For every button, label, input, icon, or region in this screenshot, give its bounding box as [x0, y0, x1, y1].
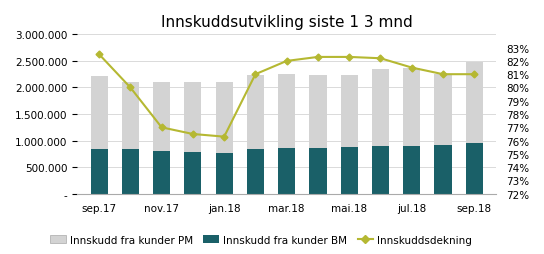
Bar	[372, 70, 389, 147]
Bar	[341, 75, 358, 147]
Innskuddsdekning	[314, 56, 321, 59]
Innskuddsdekning	[409, 67, 415, 70]
Bar	[90, 150, 108, 194]
Bar	[153, 82, 170, 152]
Bar	[90, 76, 108, 150]
Innskuddsdekning	[471, 73, 478, 76]
Innskuddsdekning	[190, 133, 196, 136]
Bar	[153, 152, 170, 194]
Innskuddsdekning	[252, 73, 259, 76]
Innskuddsdekning	[221, 136, 227, 139]
Innskuddsdekning	[346, 56, 353, 59]
Bar	[466, 63, 483, 144]
Bar	[184, 152, 201, 194]
Bar	[403, 146, 421, 194]
Bar	[403, 69, 421, 146]
Bar	[247, 75, 264, 149]
Bar	[122, 150, 139, 194]
Bar	[466, 144, 483, 194]
Bar	[215, 154, 233, 194]
Innskuddsdekning	[283, 60, 290, 63]
Title: Innskuddsutvikling siste 1 3 mnd: Innskuddsutvikling siste 1 3 mnd	[161, 15, 412, 30]
Innskuddsdekning	[377, 57, 384, 60]
Bar	[247, 149, 264, 194]
Bar	[435, 74, 452, 146]
Bar	[341, 147, 358, 194]
Bar	[278, 74, 295, 148]
Innskuddsdekning	[440, 73, 446, 76]
Line: Innskuddsdekning: Innskuddsdekning	[97, 53, 477, 139]
Bar	[372, 147, 389, 194]
Bar	[435, 146, 452, 194]
Innskuddsdekning	[158, 126, 165, 129]
Bar	[122, 83, 139, 150]
Bar	[310, 148, 326, 194]
Innskuddsdekning	[96, 54, 102, 57]
Bar	[310, 76, 326, 148]
Bar	[215, 83, 233, 154]
Innskuddsdekning	[127, 87, 134, 90]
Legend: Innskudd fra kunder PM, Innskudd fra kunder BM, Innskuddsdekning: Innskudd fra kunder PM, Innskudd fra kun…	[46, 231, 477, 249]
Bar	[184, 82, 201, 152]
Bar	[278, 148, 295, 194]
